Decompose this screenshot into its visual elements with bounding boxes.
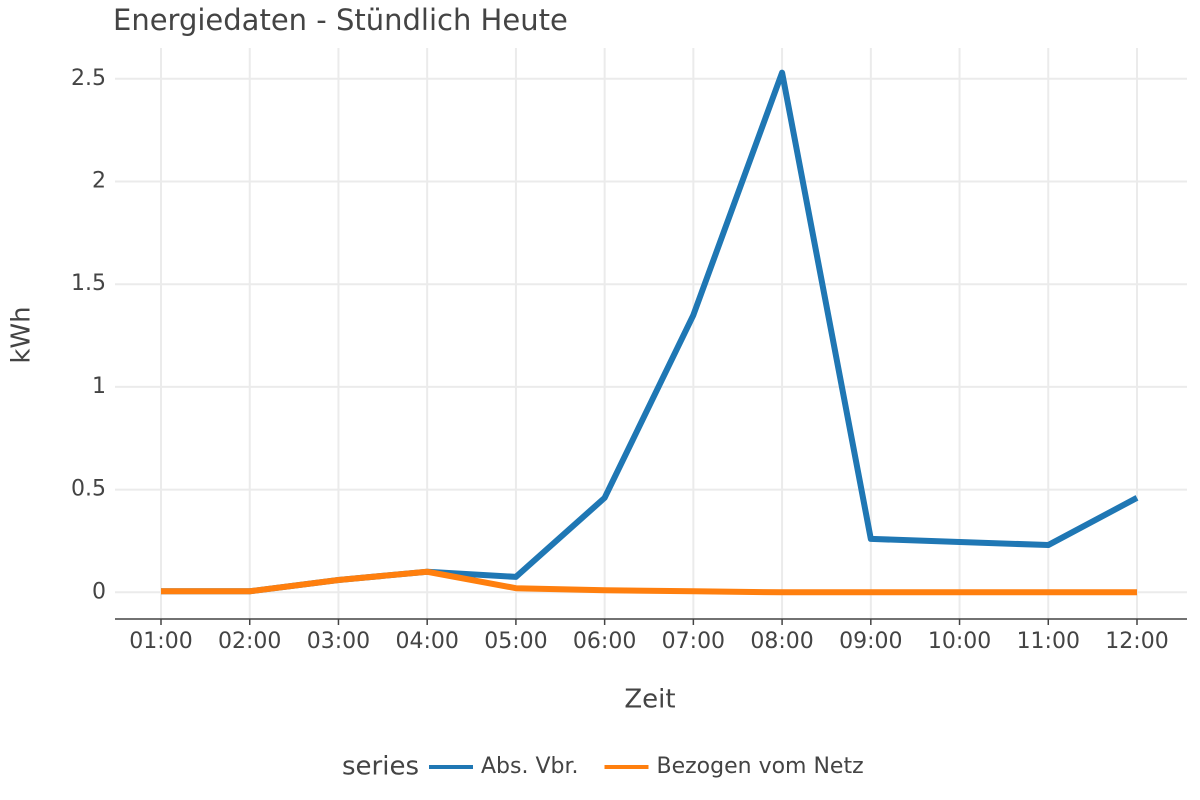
legend-label: Abs. Vbr.: [481, 754, 579, 779]
x-tick-label: 08:00: [750, 629, 813, 654]
y-tick-label: 2.5: [71, 66, 106, 91]
x-tick-label: 03:00: [307, 629, 370, 654]
y-tick-label: 0.5: [71, 477, 106, 502]
y-axis-label: kWh: [7, 306, 37, 363]
series-line: [161, 69, 1139, 595]
y-tick-label: 1: [92, 374, 106, 399]
x-axis-label: Zeit: [624, 685, 675, 715]
x-tick-label: 01:00: [129, 629, 192, 654]
chart-title: Energiedaten - Stündlich Heute: [113, 3, 568, 37]
x-tick-label: 02:00: [218, 629, 281, 654]
x-tick-label: 04:00: [395, 629, 458, 654]
legend-title: series: [342, 752, 419, 782]
y-tick-label: 2: [92, 169, 106, 194]
x-tick-label: 07:00: [662, 629, 725, 654]
x-tick-label: 12:00: [1105, 629, 1168, 654]
x-tick-label: 05:00: [484, 629, 547, 654]
x-tick-label: 09:00: [839, 629, 902, 654]
x-tick-label: 11:00: [1017, 629, 1080, 654]
legend-label: Bezogen vom Netz: [657, 754, 864, 779]
y-tick-label: 1.5: [71, 271, 106, 296]
x-tick-label: 10:00: [928, 629, 991, 654]
series-line: [161, 568, 1137, 596]
x-tick-label: 06:00: [573, 629, 636, 654]
y-tick-label: 0: [92, 579, 106, 604]
